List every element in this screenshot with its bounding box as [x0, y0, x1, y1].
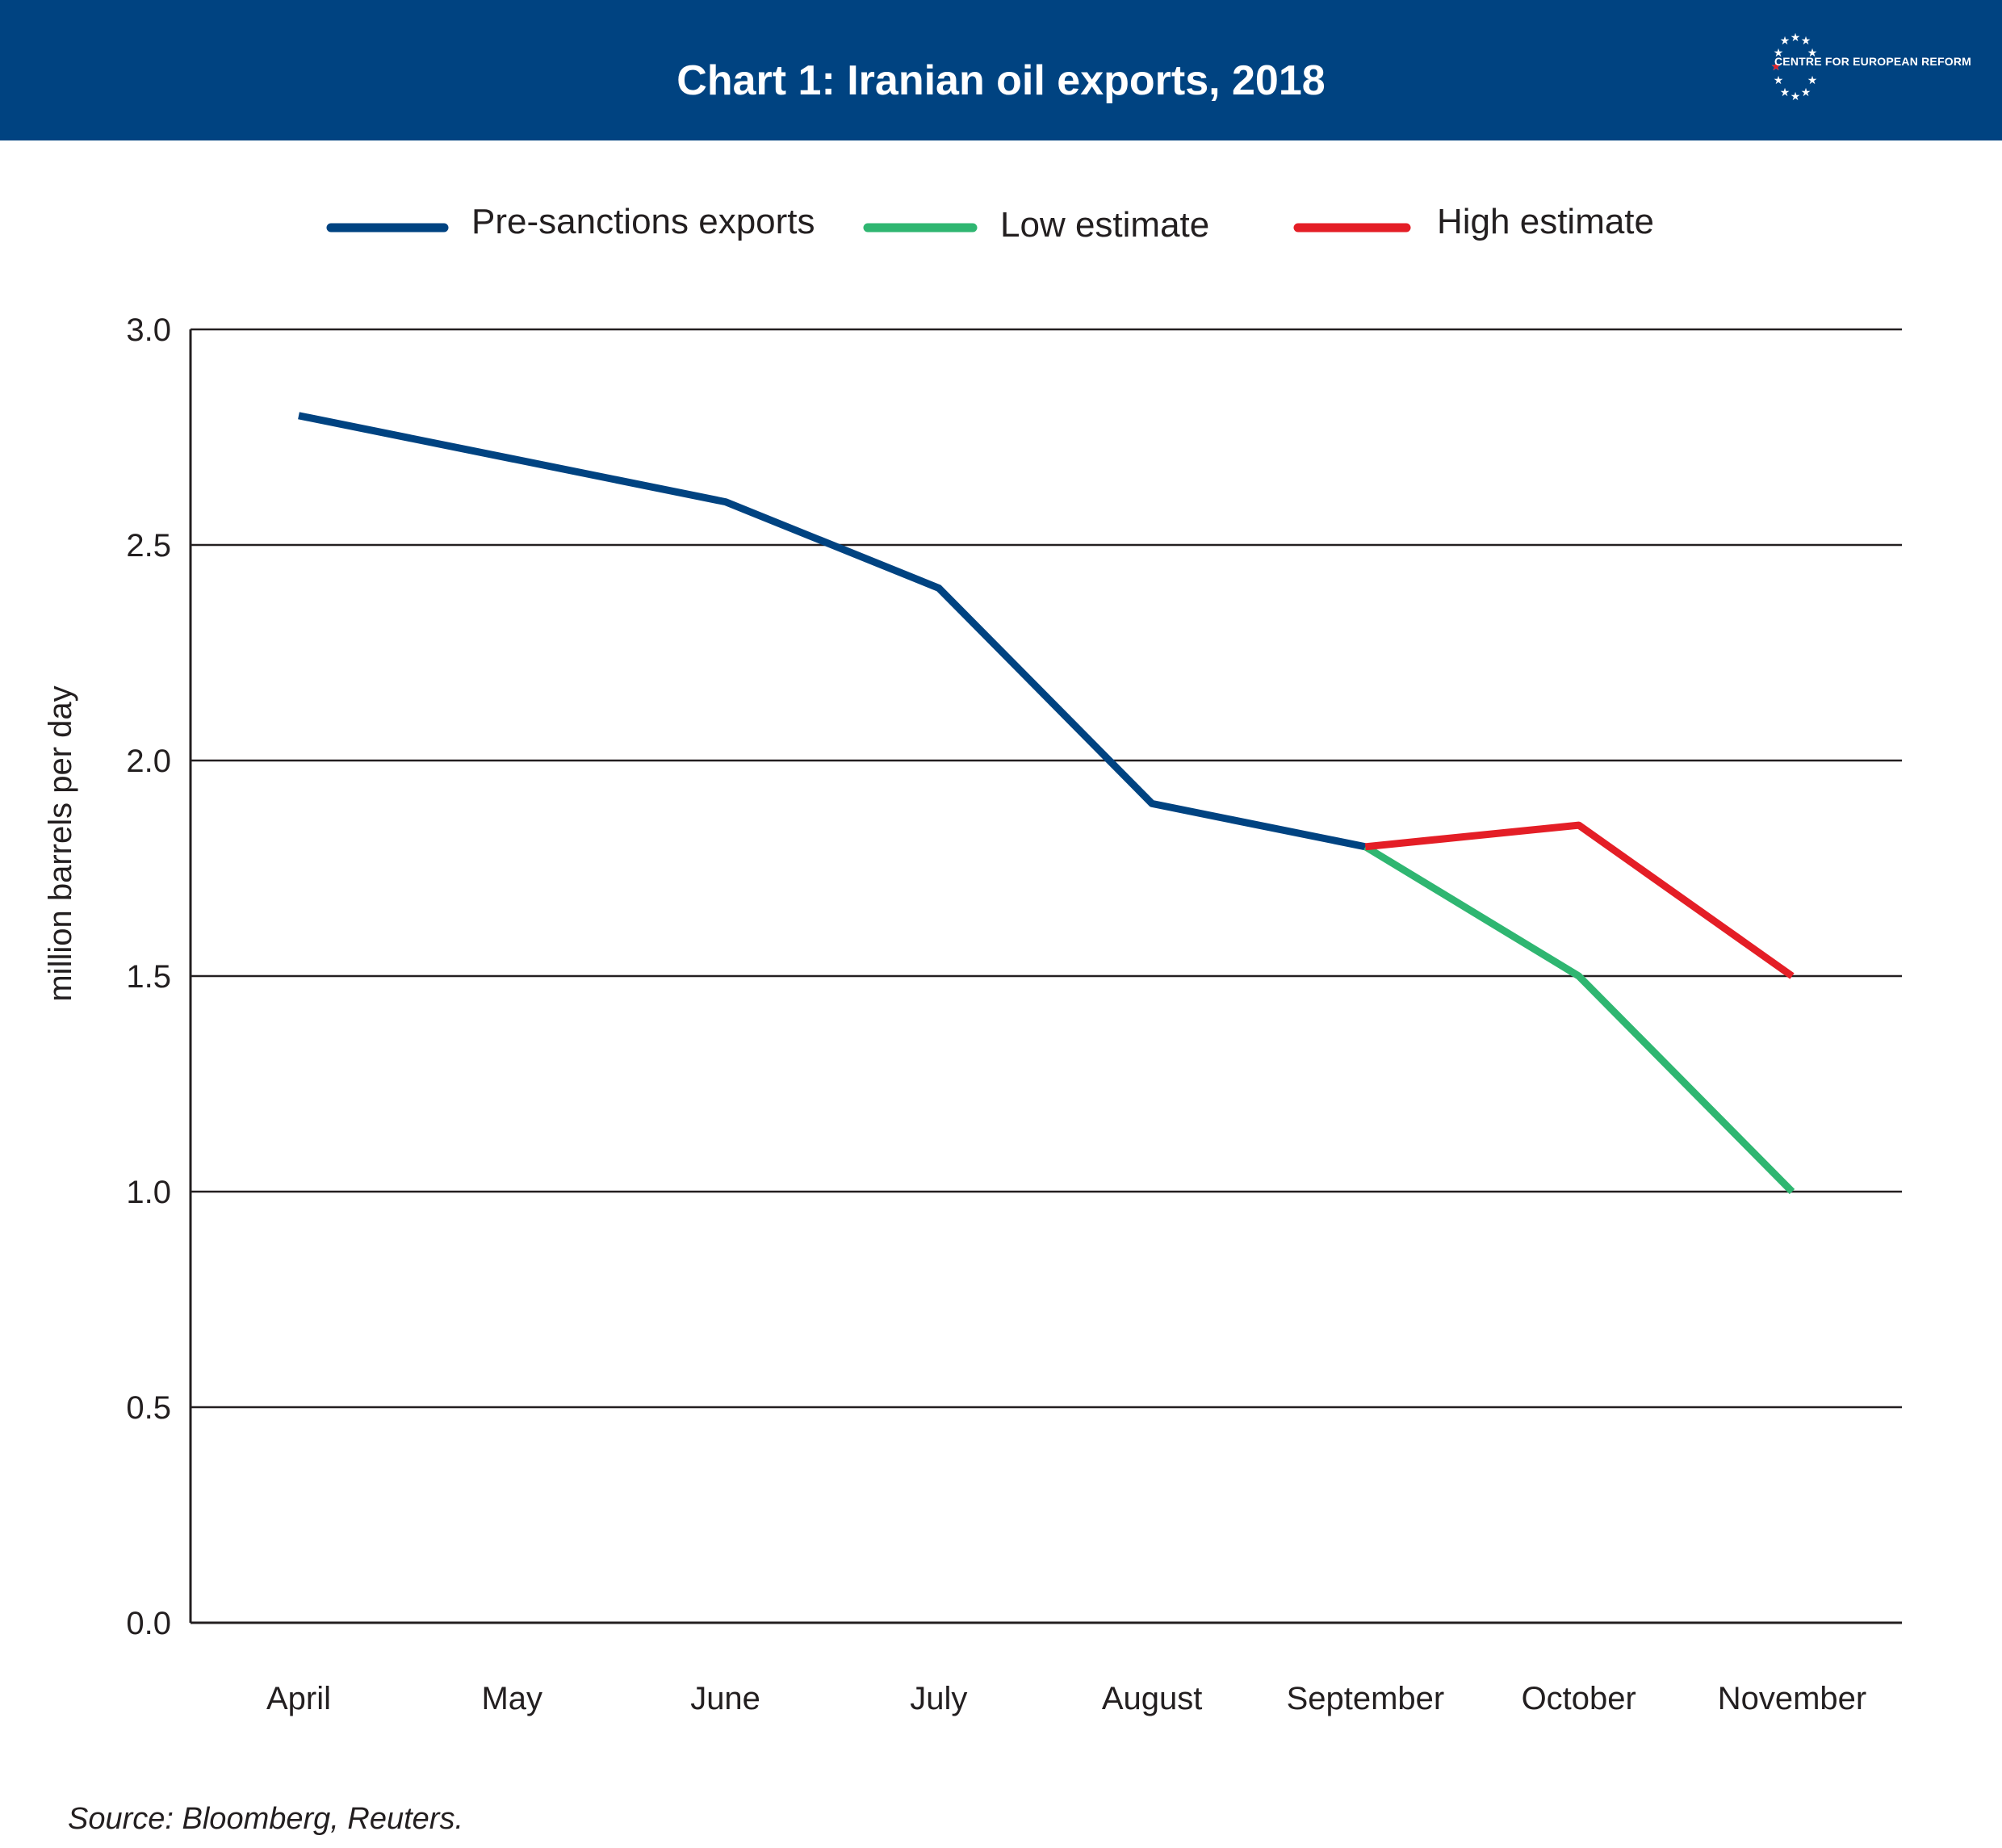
y-tick-label: 1.0 [126, 1175, 171, 1210]
x-tick-label: October [1522, 1681, 1636, 1716]
x-tick-label: June [690, 1681, 760, 1716]
y-tick-label: 1.5 [126, 959, 171, 995]
svg-text:★: ★ [1774, 73, 1784, 86]
series-line-high-estimate [1364, 821, 1795, 979]
logo-text: CENTRE FOR EUROPEAN REFORM [1774, 55, 1971, 68]
svg-text:★: ★ [1780, 86, 1790, 98]
series-line-low-estimate [1363, 843, 1795, 1195]
svg-text:★: ★ [1771, 60, 1782, 73]
svg-text:★: ★ [1774, 46, 1784, 59]
svg-text:★: ★ [1771, 60, 1782, 73]
chart-title: Chart 1: Iranian oil exports, 2018 [676, 57, 1326, 104]
header-bar [0, 0, 2002, 140]
y-tick-label: 2.5 [126, 528, 171, 564]
svg-text:★: ★ [1807, 73, 1818, 86]
svg-text:★: ★ [1780, 34, 1790, 47]
y-tick-label: 2.0 [126, 744, 171, 779]
x-tick-label: May [481, 1681, 542, 1716]
legend-label-high-estimate: High estimate [1437, 202, 1655, 241]
x-tick-label: July [910, 1681, 967, 1716]
source-note: Source: Bloomberg, Reuters. [68, 1802, 464, 1836]
x-tick-label: November [1718, 1681, 1867, 1716]
y-tick-label: 0.0 [126, 1606, 171, 1641]
y-tick-label: 3.0 [126, 312, 171, 348]
svg-text:★: ★ [1790, 90, 1801, 103]
x-tick-label: April [266, 1681, 331, 1716]
x-tick-label: August [1102, 1681, 1203, 1716]
x-tick-label: September [1287, 1681, 1445, 1716]
series-line-pre-sanctions-exports [298, 412, 1367, 851]
y-tick-label: 0.5 [126, 1390, 171, 1426]
y-axis-label: million barrels per day [43, 685, 78, 1001]
svg-text:★: ★ [1801, 86, 1811, 98]
svg-text:★: ★ [1790, 32, 1801, 44]
svg-text:★: ★ [1801, 34, 1811, 47]
svg-text:★: ★ [1807, 46, 1818, 59]
cer-logo-icon: ★ ★ ★ ★ ★ ★ ★ ★ ★ ★ ★ ★ [1771, 32, 1818, 103]
legend-label-pre-sanctions: Pre-sanctions exports [471, 202, 815, 241]
legend-label-low-estimate: Low estimate [1000, 205, 1210, 245]
